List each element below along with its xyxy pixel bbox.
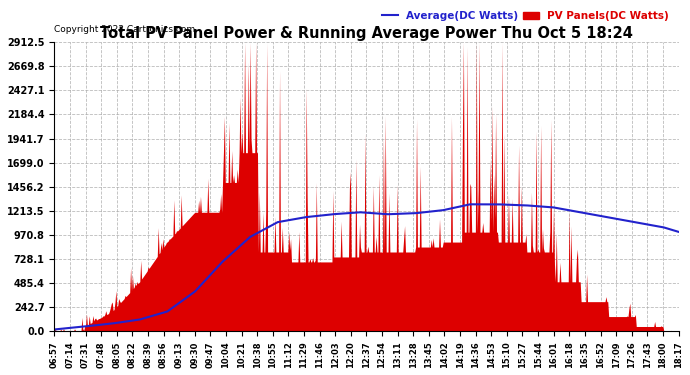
Legend: Average(DC Watts), PV Panels(DC Watts): Average(DC Watts), PV Panels(DC Watts)	[378, 7, 673, 25]
Title: Total PV Panel Power & Running Average Power Thu Oct 5 18:24: Total PV Panel Power & Running Average P…	[100, 26, 633, 41]
Text: Copyright 2023 Cartronics.com: Copyright 2023 Cartronics.com	[55, 25, 195, 34]
